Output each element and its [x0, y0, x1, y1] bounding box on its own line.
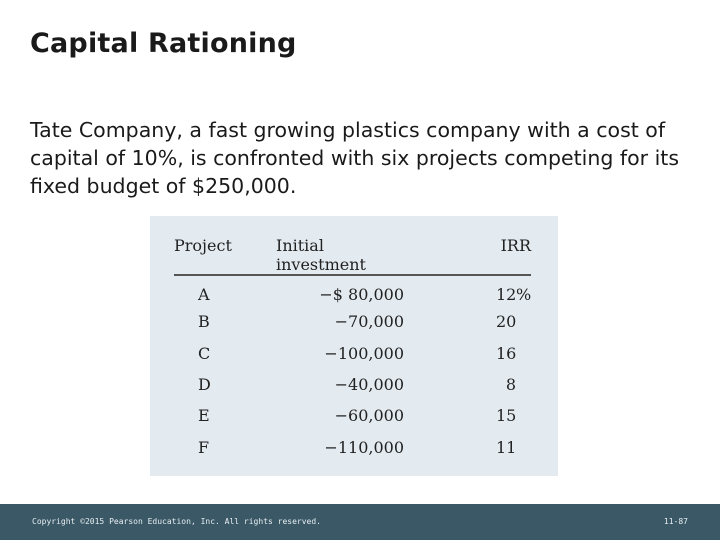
slide-number: 11-87: [663, 517, 688, 526]
investment-cell: −60,000: [334, 406, 404, 426]
table-row: E −60,000 15: [174, 400, 531, 431]
copyright-text: Copyright ©2015 Pearson Education, Inc. …: [32, 517, 321, 526]
project-cell: F: [198, 437, 210, 457]
header-project: Project: [174, 236, 254, 276]
irr-cell: 12%: [404, 275, 531, 306]
project-cell: B: [198, 312, 210, 332]
irr-cell: 20: [404, 306, 531, 337]
table-row: A −$ 80,000 12%: [174, 275, 531, 306]
project-table: Project Initial investment IRR A −$ 80,0…: [174, 236, 531, 463]
table-header-row: Project Initial investment IRR: [174, 236, 531, 276]
footer-bar: Copyright ©2015 Pearson Education, Inc. …: [0, 504, 720, 540]
irr-percent-sign: %: [516, 284, 532, 304]
slide-title: Capital Rationing: [30, 28, 297, 59]
irr-value: 11: [496, 437, 517, 457]
irr-value: 12: [496, 284, 517, 304]
table-row: C −100,000 16: [174, 338, 531, 369]
table-row: D −40,000 8: [174, 369, 531, 400]
investment-cell: −$ 80,000: [319, 284, 404, 304]
irr-value: 16: [496, 343, 517, 363]
irr-cell: 15: [404, 400, 531, 431]
project-table-panel: Project Initial investment IRR A −$ 80,0…: [150, 216, 558, 476]
irr-cell: 8: [404, 369, 531, 400]
investment-cell: −70,000: [334, 312, 404, 332]
irr-value: 20: [496, 312, 517, 332]
investment-cell: −40,000: [334, 375, 404, 395]
investment-cell: −100,000: [324, 343, 404, 363]
project-cell: A: [198, 284, 210, 304]
irr-value: 8: [505, 375, 516, 395]
project-cell: D: [198, 375, 211, 395]
project-cell: C: [198, 343, 211, 363]
irr-cell: 16: [404, 338, 531, 369]
project-cell: E: [198, 406, 210, 426]
table-row: F −110,000 11: [174, 431, 531, 462]
irr-cell: 11: [404, 431, 531, 462]
header-initial-investment: Initial investment: [254, 236, 404, 276]
header-irr: IRR: [404, 236, 531, 276]
investment-cell: −110,000: [324, 437, 404, 457]
table-row: B −70,000 20: [174, 306, 531, 337]
irr-value: 15: [496, 406, 517, 426]
slide-body-text: Tate Company, a fast growing plastics co…: [30, 118, 679, 198]
